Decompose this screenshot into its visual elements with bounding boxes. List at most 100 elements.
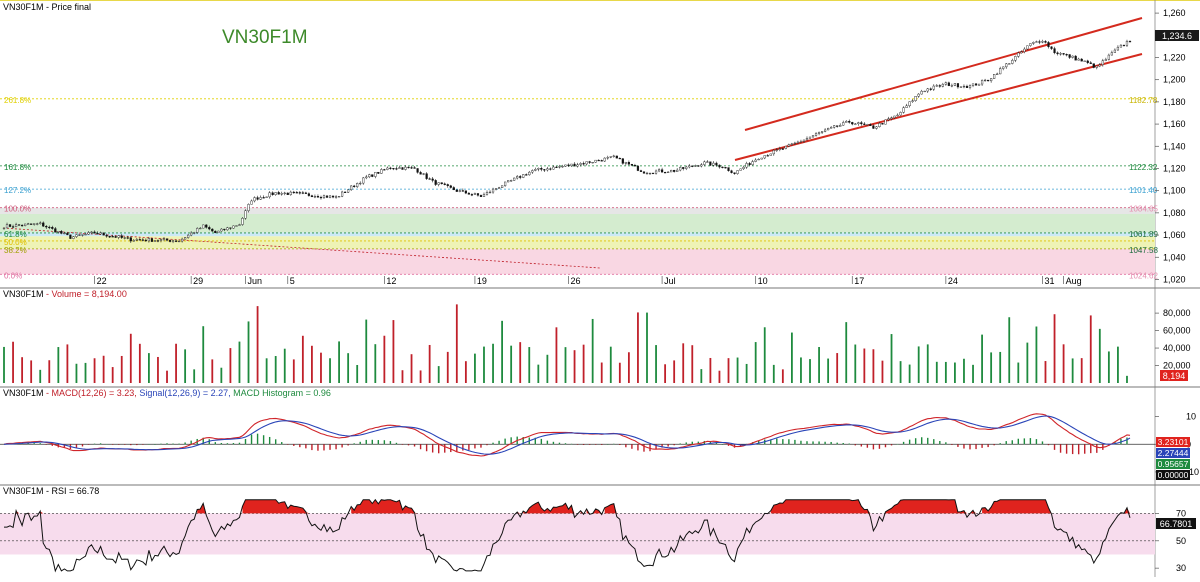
candle-body: [968, 85, 972, 88]
candle-body: [660, 169, 664, 173]
rsi-y-axis: 70 50 30: [1155, 508, 1186, 573]
volume-bar: [800, 357, 802, 383]
fib-level-label: 127.2%: [4, 186, 31, 195]
candle-body: [751, 161, 754, 165]
rsi-line[interactable]: [4, 498, 1131, 573]
macd-histogram-bar: [570, 443, 573, 445]
candle-body: [510, 180, 513, 182]
candle-body: [905, 105, 908, 108]
candle-body: [347, 189, 350, 193]
macd-histogram-bar: [105, 444, 108, 445]
fib-zone: [0, 248, 1155, 275]
candle-body: [144, 239, 147, 242]
macd-histogram-bar: [933, 439, 935, 445]
macd-histogram-bar: [866, 444, 869, 448]
candle-body: [857, 122, 860, 125]
candle-body: [174, 240, 178, 242]
macd-histogram-bar: [558, 442, 561, 445]
signal-line[interactable]: [3, 415, 1131, 455]
candle-body: [135, 239, 138, 241]
candle-body: [81, 234, 84, 236]
volume-bar: [120, 355, 123, 383]
volume-bar: [718, 370, 721, 383]
macd-histogram-bar: [317, 444, 319, 451]
candle-body: [404, 166, 407, 170]
macd-histogram-bar: [667, 444, 669, 447]
candle-body: [455, 189, 458, 192]
macd-histogram-bar: [75, 444, 78, 448]
candle-body: [494, 188, 498, 190]
channel-lower-line[interactable]: [734, 53, 1143, 161]
macd-histogram-bar: [166, 443, 168, 445]
volume-bar: [138, 343, 141, 383]
macd-histogram-bar: [607, 444, 609, 445]
candle-body: [497, 187, 501, 189]
candle-body: [890, 117, 893, 119]
candle-body: [1119, 44, 1123, 48]
last-volume-badge: 8,194: [1160, 370, 1188, 381]
candle-body: [8, 224, 12, 227]
last-volume-value: 8,194: [1163, 371, 1186, 381]
macd-histogram-bar: [661, 444, 663, 448]
candle-body: [851, 122, 854, 125]
volume-bar: [48, 360, 51, 383]
candle-body: [392, 167, 395, 170]
volume-bar: [673, 360, 676, 383]
fib-value-label: 1101.40: [1129, 186, 1158, 195]
candle-body: [446, 184, 449, 186]
volume-bar: [682, 343, 685, 383]
candle-body: [380, 169, 383, 174]
candle-body: [165, 238, 169, 241]
volume-bar: [464, 361, 467, 383]
candle-body: [353, 185, 356, 187]
price-pane: 261.8% 161.8% 127.2% 100.0% 61.8%50.0%38.2% 0…: [0, 2, 1199, 286]
candle-body: [39, 222, 42, 224]
macd-histogram-bar: [824, 441, 826, 445]
candle-body: [42, 222, 45, 227]
candle-body: [141, 239, 144, 241]
macd-histogram-bar: [588, 444, 591, 445]
candle-body: [667, 171, 670, 173]
volume-bar: [872, 349, 875, 383]
candle-body: [866, 124, 869, 126]
candle-body: [310, 195, 314, 198]
macd-histogram-bar: [341, 444, 343, 448]
macd-histogram-bar: [993, 444, 995, 446]
volume-bar: [709, 357, 712, 383]
date-tick-label: 22: [97, 276, 107, 286]
macd-histogram-bar: [939, 440, 941, 445]
channel-upper-line[interactable]: [744, 17, 1143, 131]
macd-histogram-bar: [546, 440, 549, 445]
macd-histogram-bar: [613, 443, 615, 445]
candle-body: [842, 122, 845, 126]
candle-body: [443, 183, 446, 185]
candle-body: [1110, 52, 1113, 56]
candle-body: [274, 192, 277, 195]
candle-body: [863, 123, 866, 125]
fib-value-label: 1024.62: [1129, 271, 1158, 280]
price-candles: [2, 39, 1132, 244]
candle-body: [289, 191, 292, 195]
candle-body: [633, 165, 637, 167]
macd-histogram-bar: [727, 444, 730, 446]
candle-body: [458, 190, 461, 192]
candle-body: [712, 162, 715, 166]
volume-bar: [57, 347, 60, 383]
macd-histogram-bar: [582, 444, 585, 445]
candle-body: [567, 164, 570, 167]
macd-histogram-bar: [431, 444, 434, 453]
candle-body: [1113, 49, 1117, 53]
candle-body: [75, 234, 78, 237]
volume-bar: [646, 312, 648, 383]
macd-histogram-bar: [347, 444, 349, 446]
candle-body: [226, 227, 229, 231]
macd-histogram-bar: [450, 444, 452, 453]
candle-body: [416, 168, 419, 173]
macd-histogram-bar: [87, 444, 90, 445]
candle-body: [570, 163, 573, 167]
candle-body: [1080, 58, 1083, 62]
candle-body: [253, 197, 256, 202]
candle-body: [389, 167, 392, 169]
